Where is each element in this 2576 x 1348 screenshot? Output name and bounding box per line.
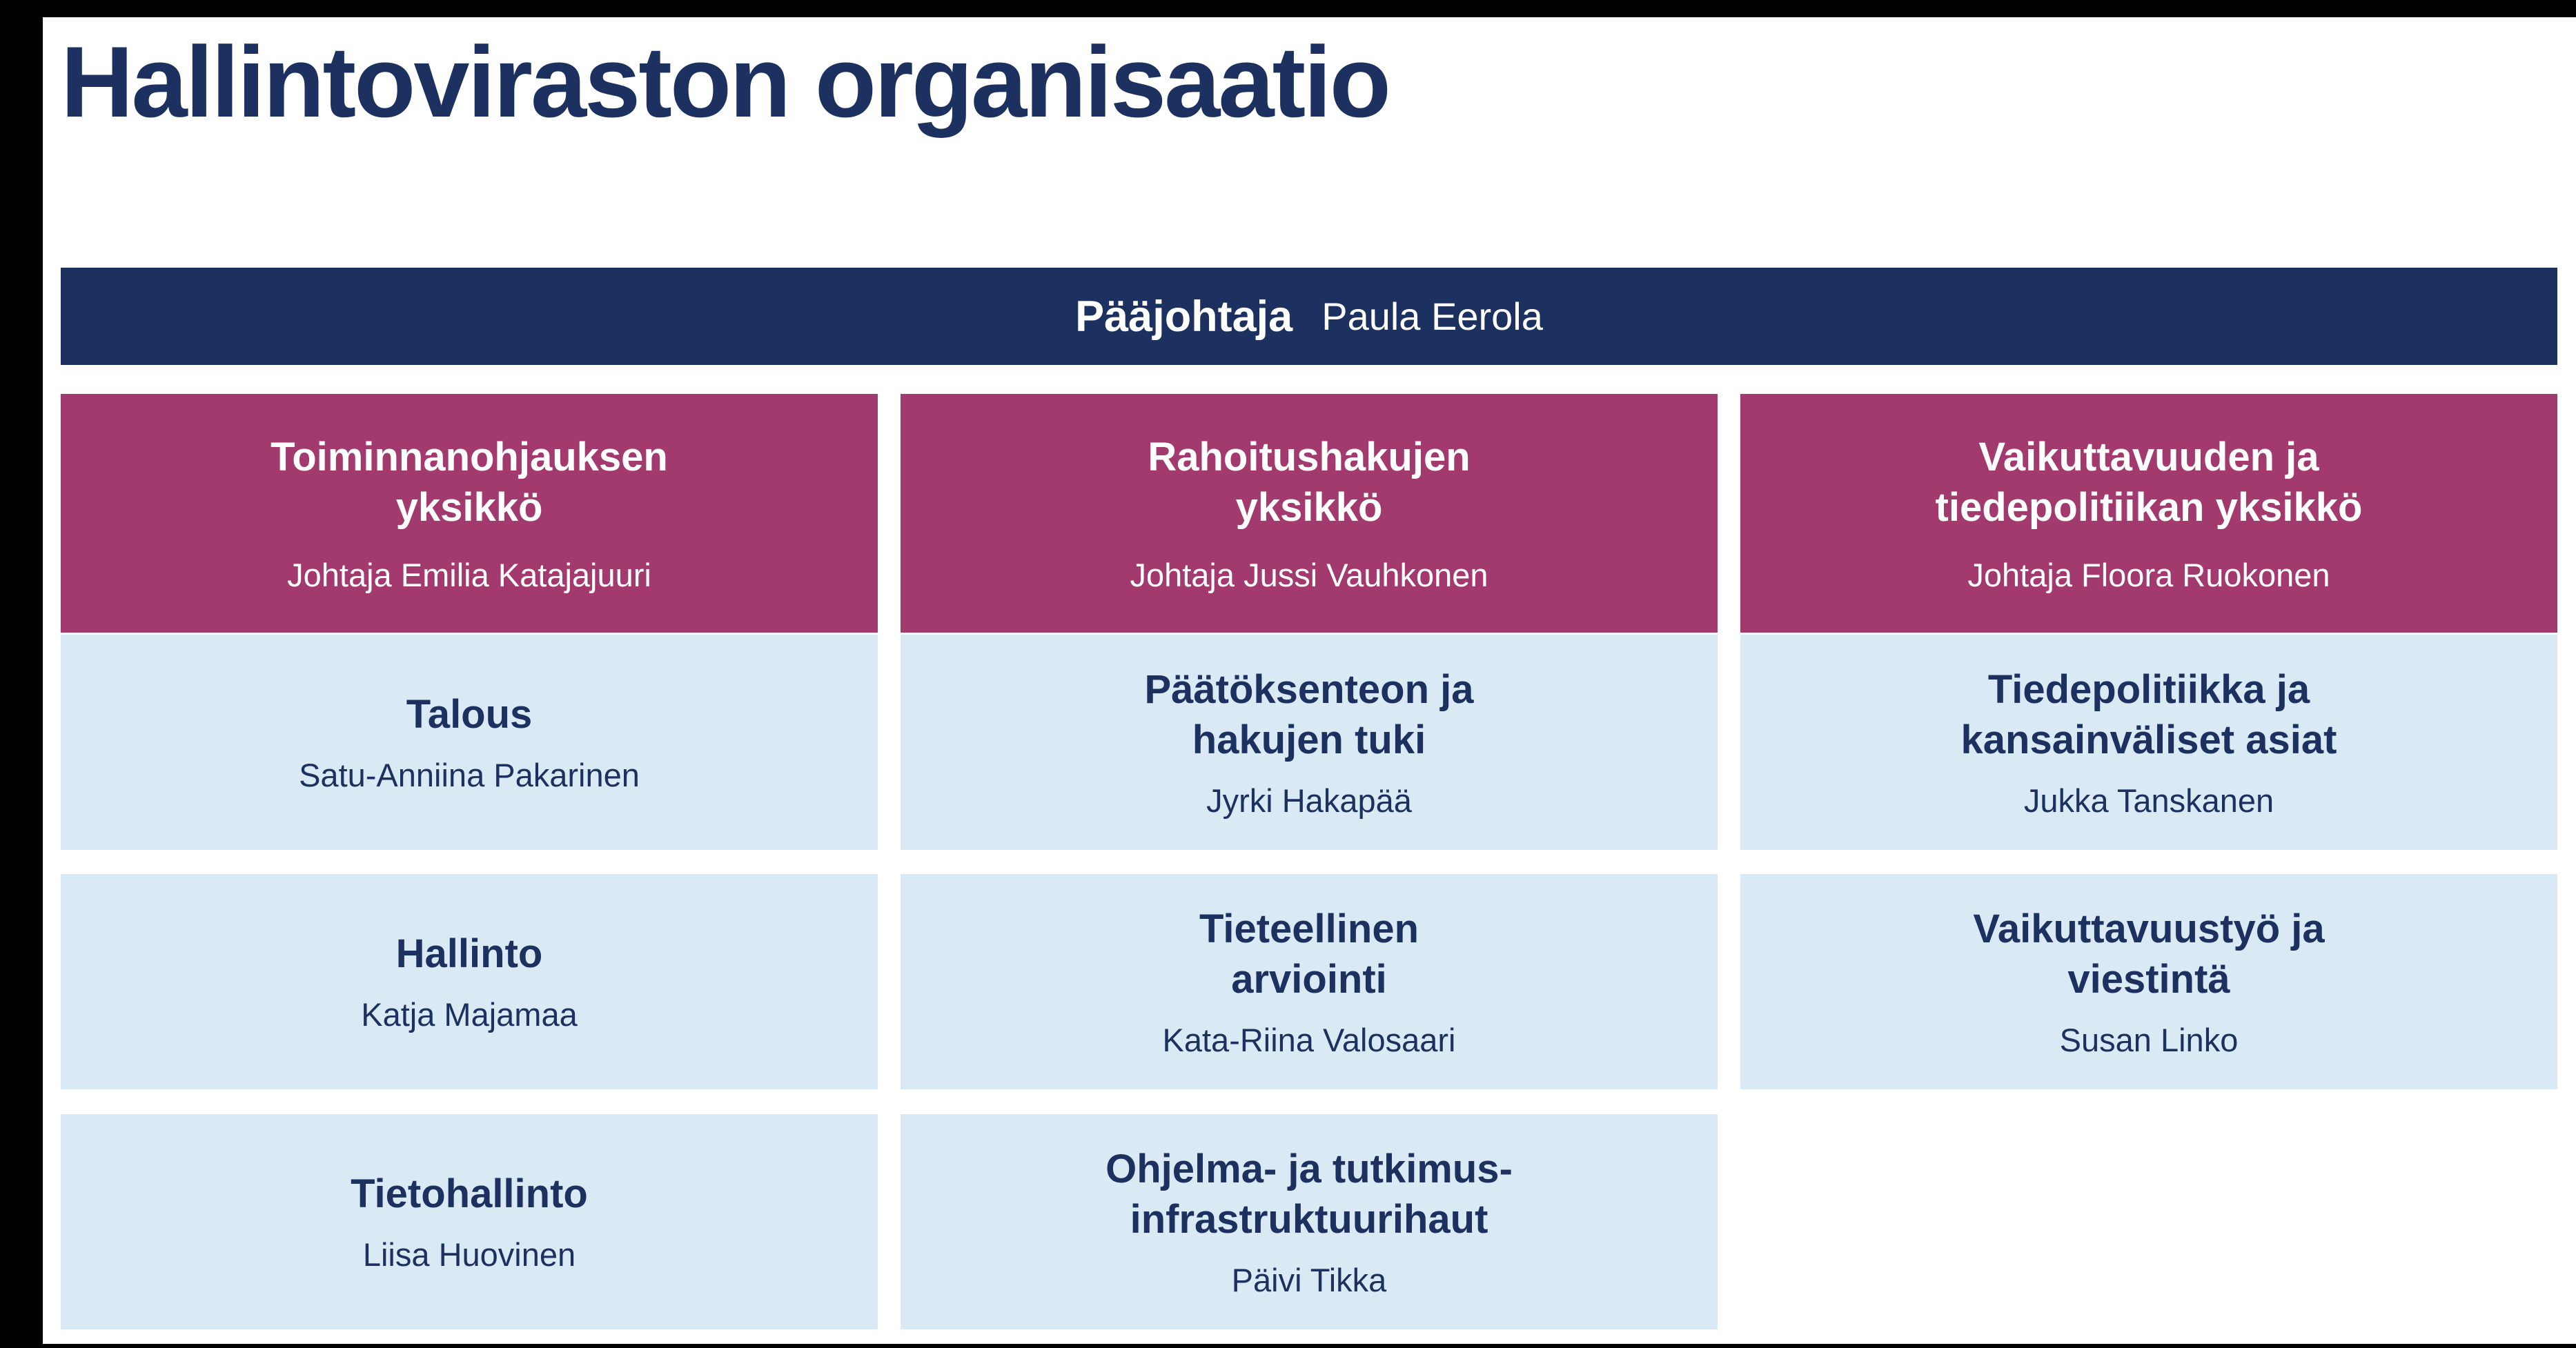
team-row-2: Hallinto Katja Majamaa Tieteellinen arvi… [61,874,2557,1089]
black-top-edge [0,0,2576,17]
director-role-label: Pääjohtaja [1075,292,1293,341]
director-bar: Pääjohtaja Paula Eerola [61,268,2557,365]
team-title: Tietohallinto [351,1171,588,1217]
unit-head-row: Toiminnanohjauksen yksikkö Johtaja Emili… [61,394,2557,633]
team-box-hallinto: Hallinto Katja Majamaa [61,874,878,1089]
team-lead: Liisa Huovinen [362,1236,576,1273]
team-title: Hallinto [395,931,543,977]
team-title: Päätöksenteon ja hakujen tuki [1144,666,1474,762]
team-box-tiedepolitiikka: Tiedepolitiikka ja kansainväliset asiat … [1740,635,2557,850]
team-title: Vaikuttavuustyö ja viestintä [1973,906,2325,1002]
team-lead: Kata-Riina Valosaari [1162,1021,1456,1058]
team-title: Ohjelma- ja tutkimus- infrastruktuurihau… [1105,1146,1513,1242]
team-lead: Jukka Tanskanen [2023,782,2274,819]
team-box-tieteellinen-arviointi: Tieteellinen arviointi Kata-Riina Valosa… [901,874,1718,1089]
team-box-paatoksenteon-tuki: Päätöksenteon ja hakujen tuki Jyrki Haka… [901,635,1718,850]
unit-lead: Johtaja Emilia Katajajuuri [287,556,651,593]
team-row-3: Tietohallinto Liisa Huovinen Ohjelma- ja… [61,1114,2557,1329]
black-left-edge [0,0,43,1348]
unit-title: Rahoitushakujen yksikkö [1148,434,1471,530]
team-lead: Katja Majamaa [361,996,578,1033]
director-name: Paula Eerola [1321,295,1543,338]
team-title: Tiedepolitiikka ja kansainväliset asiat [1960,666,2337,762]
team-box-vaikuttavuustyo: Vaikuttavuustyö ja viestintä Susan Linko [1740,874,2557,1089]
page-title: Hallintoviraston organisaatio [61,26,1391,138]
team-lead: Jyrki Hakapää [1206,782,1412,819]
team-title: Tieteellinen arviointi [1199,906,1419,1002]
unit-lead: Johtaja Jussi Vauhkonen [1130,556,1488,593]
team-row-1: Talous Satu-Anniina Pakarinen Päätöksent… [61,635,2557,850]
unit-title: Toiminnanohjauksen yksikkö [271,434,668,530]
team-lead: Satu-Anniina Pakarinen [299,757,640,794]
black-bottom-edge [0,1344,2576,1348]
team-box-tietohallinto: Tietohallinto Liisa Huovinen [61,1114,878,1329]
unit-box-vaikuttavuus: Vaikuttavuuden ja tiedepolitiikan yksikk… [1740,394,2557,633]
unit-title: Vaikuttavuuden ja tiedepolitiikan yksikk… [1935,434,2363,530]
team-box-ohjelma-infrahaut: Ohjelma- ja tutkimus- infrastruktuurihau… [901,1114,1718,1329]
empty-grid-cell [1740,1114,2557,1329]
unit-box-rahoitushaut: Rahoitushakujen yksikkö Johtaja Jussi Va… [901,394,1718,633]
team-title: Talous [406,692,533,737]
team-lead: Päivi Tikka [1231,1261,1387,1298]
team-box-talous: Talous Satu-Anniina Pakarinen [61,635,878,850]
unit-box-toiminnanohjaus: Toiminnanohjauksen yksikkö Johtaja Emili… [61,394,878,633]
team-lead: Susan Linko [2059,1021,2239,1058]
unit-lead: Johtaja Floora Ruokonen [1967,556,2330,593]
